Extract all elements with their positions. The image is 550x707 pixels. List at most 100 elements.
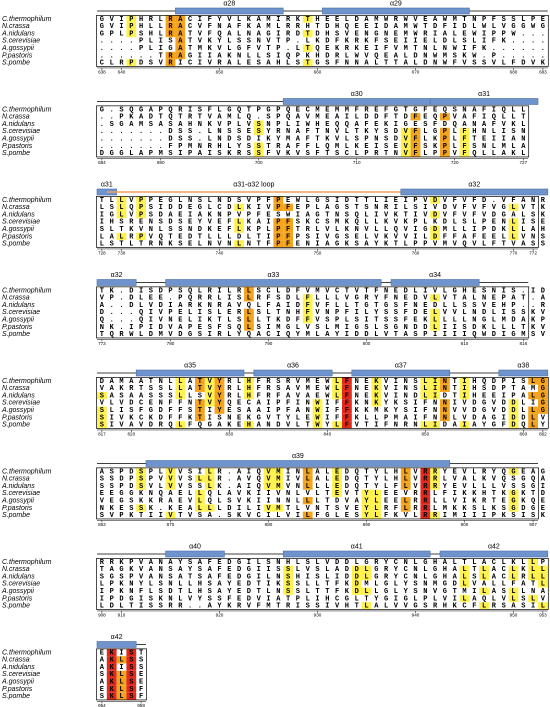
conservation-cell — [106, 692, 117, 700]
conservation-cell — [351, 580, 362, 588]
conservation-cell — [204, 384, 215, 392]
conservation-cell — [459, 149, 470, 157]
conservation-cell — [175, 384, 186, 392]
helix-label: α30 — [351, 91, 363, 98]
conservation-cell — [371, 391, 382, 400]
conservation-cell — [136, 504, 146, 512]
conservation-cell — [342, 391, 352, 400]
conservation-cell — [538, 565, 548, 573]
conservation-cell — [528, 421, 538, 429]
conservation-cell — [273, 240, 284, 248]
helix-bar — [135, 369, 245, 377]
conservation-cell — [273, 203, 284, 211]
species-label: C.thermophilum — [2, 649, 52, 656]
ruler-number: 900 — [461, 522, 469, 527]
sequence-row: ....PLISATVKYLSSNVTP.LKDFKRKFSEIIELDLSLI… — [100, 38, 545, 46]
species-label: P.pastoris — [2, 233, 33, 240]
conservation-cell — [204, 504, 215, 512]
conservation-cell — [126, 692, 137, 700]
conservation-cell — [97, 413, 107, 422]
conservation-cell — [440, 384, 450, 392]
sequence-row: AKLSS — [100, 657, 143, 665]
conservation-cell — [116, 203, 127, 211]
ruler-number: 660 — [314, 70, 322, 75]
conservation-cell — [263, 504, 274, 512]
conservation-cell — [175, 421, 186, 429]
conservation-cell — [126, 656, 137, 664]
conservation-cell — [116, 692, 127, 700]
sequence-row: SASAASSSLLSVYRLHFRFAVAEWLFNEKVINDLIDTIHE… — [100, 392, 550, 400]
conservation-cell — [126, 22, 137, 30]
ruler-number: 700 — [255, 160, 263, 165]
sequence-row: SSDPSPVVVSLLR.AVQVMIVLALEDQTYLHLVRRLVALK… — [100, 476, 550, 484]
conservation-cell — [508, 497, 519, 505]
conservation-cell — [273, 504, 284, 512]
conservation-cell — [175, 22, 186, 30]
conservation-cell — [479, 565, 489, 573]
conservation-cell — [273, 475, 284, 483]
helix-label: α32 — [111, 272, 123, 279]
sequence-row: TQRWLDMVDGSIRLYQACIQYMLAYIDDLVTASPIIIIQW… — [100, 331, 550, 339]
conservation-cell — [459, 572, 470, 581]
helix-bar — [498, 369, 549, 377]
helix-bar — [282, 550, 431, 558]
conservation-cell — [165, 59, 176, 67]
conservation-cell — [459, 384, 470, 392]
species-label: P.pastoris — [2, 143, 33, 150]
ruler-number: 650 — [216, 70, 224, 75]
conservation-cell — [479, 602, 489, 610]
conservation-cell — [175, 51, 186, 60]
conservation-cell — [459, 565, 470, 573]
conservation-cell — [400, 467, 411, 476]
conservation-cell — [204, 399, 215, 407]
conservation-cell — [528, 558, 538, 566]
conservation-cell — [195, 413, 205, 422]
species-label: S.pombe — [2, 603, 30, 610]
conservation-cell — [302, 475, 313, 483]
species-label: S.cerevisiae — [2, 128, 40, 135]
conservation-cell — [97, 406, 107, 414]
helix-bar — [96, 279, 137, 286]
conservation-cell — [508, 406, 519, 414]
conservation-cell — [332, 421, 342, 429]
conservation-cell — [459, 127, 470, 136]
conservation-cell — [538, 406, 548, 414]
conservation-cell — [244, 294, 254, 302]
conservation-cell — [410, 149, 421, 157]
conservation-cell — [459, 580, 470, 588]
conservation-cell — [273, 232, 284, 241]
conservation-cell — [332, 377, 342, 385]
conservation-cell — [420, 504, 431, 512]
conservation-cell — [165, 29, 176, 38]
conservation-cell — [420, 489, 431, 498]
conservation-cell — [351, 587, 362, 595]
conservation-cell — [508, 203, 519, 211]
species-label: P.pastoris — [2, 324, 33, 331]
conservation-cell — [528, 377, 538, 385]
alignment-box — [96, 15, 549, 67]
ruler-number: 780 — [167, 341, 175, 346]
conservation-cell — [234, 240, 244, 248]
helix-label: α34 — [429, 272, 441, 279]
conservation-cell — [528, 413, 538, 422]
conservation-cell — [312, 399, 323, 407]
conservation-cell — [126, 29, 137, 38]
species-label: S.cerevisiae — [2, 671, 40, 678]
species-label: A.gossypii — [1, 317, 34, 324]
sequence-row: VAKRTSSLLATVYRLHFRSAVMEWLFNEKVINSLINTIHS… — [100, 385, 550, 393]
helix-bar — [400, 188, 549, 196]
conservation-cell — [283, 572, 293, 581]
conservation-cell — [283, 203, 293, 211]
conservation-cell — [430, 232, 440, 241]
ruler-number: 840 — [323, 432, 331, 437]
conservation-cell — [410, 113, 421, 121]
conservation-cell — [332, 489, 342, 498]
conservation-cell — [165, 511, 176, 519]
species-label: P.pastoris — [2, 686, 33, 693]
sequence-row: SGSPVANSATSAFEDGILNSHISLIDDLGRYCNLGHALSL… — [100, 573, 545, 581]
conservation-cell — [273, 467, 284, 476]
conservation-cell — [361, 602, 372, 610]
conservation-cell — [116, 232, 127, 241]
conservation-cell — [508, 232, 519, 241]
